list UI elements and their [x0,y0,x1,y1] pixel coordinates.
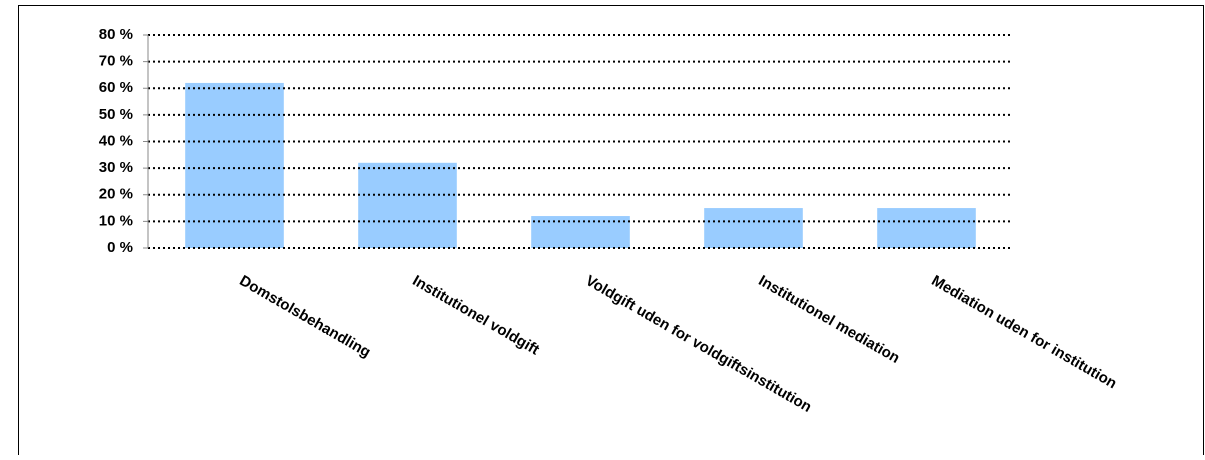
bar [531,216,630,248]
y-tick-label: 70 % [99,53,133,70]
y-tick-label: 20 % [99,186,133,203]
bar [358,162,457,248]
y-tick-label: 10 % [99,212,133,229]
bar [704,208,803,248]
y-tick-label: 40 % [99,132,133,149]
y-tick-label: 80 % [99,26,133,43]
y-tick-label: 30 % [99,159,133,176]
y-tick-label: 60 % [99,79,133,96]
bar [877,208,976,248]
bar [185,82,284,248]
y-tick-label: 50 % [99,106,133,123]
y-tick-label: 0 % [107,239,133,256]
